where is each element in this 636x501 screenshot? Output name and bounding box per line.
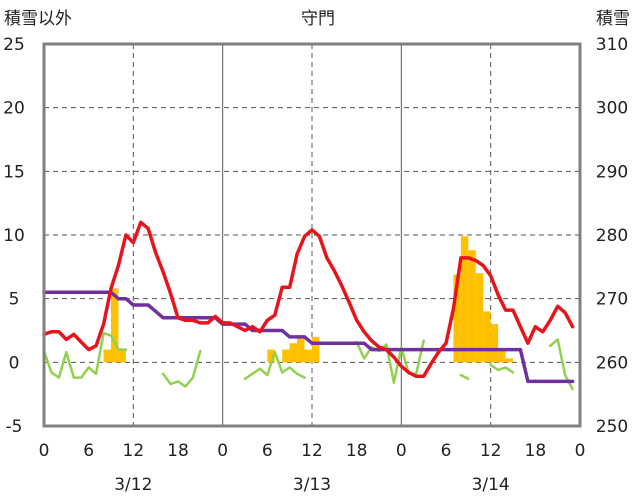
x-tick-label: 6 bbox=[83, 441, 94, 461]
precipitation-bar bbox=[297, 336, 305, 363]
wind-line bbox=[243, 350, 306, 381]
snow-depth-line bbox=[42, 290, 575, 384]
wind-line bbox=[489, 363, 515, 374]
precipitation-bar bbox=[505, 358, 513, 363]
precipitation-bar bbox=[111, 288, 119, 363]
right-axis-label: 積雪 bbox=[596, 9, 630, 29]
right-tick-label: 280 bbox=[596, 226, 628, 246]
date-labels: 3/12 3/13 3/14 bbox=[114, 475, 510, 495]
precipitation-bar bbox=[490, 324, 499, 363]
x-tick-labels: 0 6 12 18 0 6 12 18 0 6 12 18 0 bbox=[39, 441, 586, 461]
precipitation-bar bbox=[475, 273, 484, 363]
precipitation-bars bbox=[103, 236, 513, 363]
grid-lines bbox=[44, 44, 580, 426]
x-tick-label: 18 bbox=[167, 441, 189, 461]
x-tick-label: 0 bbox=[396, 441, 407, 461]
right-tick-label: 270 bbox=[596, 290, 628, 310]
precipitation-bar bbox=[483, 311, 491, 363]
left-tick-label: 0 bbox=[9, 353, 20, 373]
left-tick-label: 5 bbox=[9, 290, 20, 310]
date-label: 3/13 bbox=[293, 475, 331, 495]
x-tick-label: 0 bbox=[217, 441, 228, 461]
right-tick-label: 250 bbox=[596, 417, 628, 437]
precipitation-bar bbox=[453, 274, 461, 363]
x-tick-label: 18 bbox=[346, 441, 368, 461]
precipitation-bar bbox=[468, 250, 476, 363]
right-tick-label: 290 bbox=[596, 162, 628, 182]
left-tick-label: 10 bbox=[3, 226, 25, 246]
wind-line bbox=[161, 349, 202, 388]
date-label: 3/14 bbox=[472, 475, 510, 495]
chart-title: 守門 bbox=[301, 9, 335, 29]
left-tick-label: 20 bbox=[3, 99, 25, 119]
x-tick-label: 18 bbox=[525, 441, 547, 461]
precipitation-bar bbox=[312, 336, 320, 363]
left-tick-label: -5 bbox=[6, 417, 23, 437]
right-tick-label: 310 bbox=[596, 35, 628, 55]
right-tick-label: 300 bbox=[596, 99, 628, 119]
right-tick-label: 260 bbox=[596, 353, 628, 373]
x-tick-label: 12 bbox=[480, 441, 502, 461]
precipitation-bar bbox=[103, 349, 111, 363]
x-tick-label: 12 bbox=[301, 441, 323, 461]
x-tick-label: 6 bbox=[441, 441, 452, 461]
wind-line bbox=[459, 373, 470, 381]
x-tick-label: 0 bbox=[39, 441, 50, 461]
x-tick-label: 0 bbox=[575, 441, 586, 461]
series-lines bbox=[42, 220, 575, 391]
precipitation-bar bbox=[498, 349, 506, 363]
left-tick-label: 25 bbox=[3, 35, 25, 55]
left-axis-label: 積雪以外 bbox=[4, 9, 72, 29]
left-tick-labels: 25 20 15 10 5 0 -5 bbox=[3, 35, 25, 437]
date-label: 3/12 bbox=[114, 475, 152, 495]
x-tick-label: 6 bbox=[262, 441, 273, 461]
left-tick-label: 15 bbox=[3, 162, 25, 182]
precipitation-bar bbox=[289, 343, 298, 363]
precipitation-bar bbox=[460, 236, 469, 363]
precipitation-bar bbox=[267, 349, 275, 363]
wind-line bbox=[42, 331, 128, 379]
precipitation-bar bbox=[304, 349, 312, 363]
right-tick-labels: 310 300 290 280 270 260 250 bbox=[596, 35, 628, 437]
precipitation-bar bbox=[282, 349, 290, 363]
temperature-line bbox=[42, 220, 575, 379]
plot-frame bbox=[42, 42, 582, 428]
x-tick-label: 12 bbox=[123, 441, 145, 461]
precipitation-bar bbox=[118, 349, 126, 363]
